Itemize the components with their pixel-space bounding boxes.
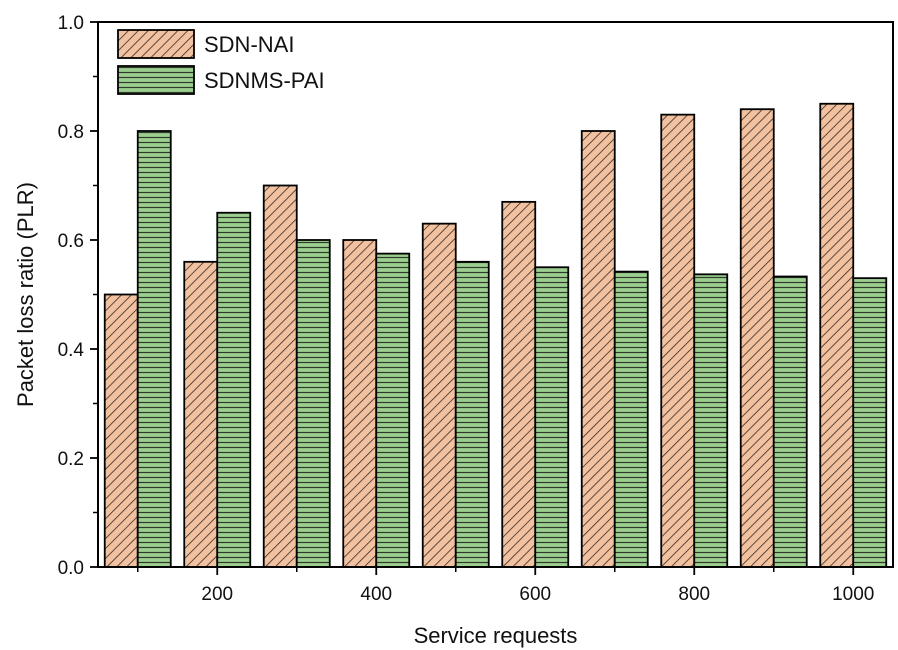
y-tick-label: 0.8 <box>58 122 84 143</box>
y-axis: 0.0 0.2 0.4 0.6 0.8 1.0 <box>58 13 98 579</box>
bars-group <box>103 102 888 568</box>
bar-sdn-nai-100 <box>103 293 139 568</box>
y-tick-label: 0.4 <box>58 340 85 361</box>
bar-sdn-nai-700 <box>580 130 616 568</box>
x-tick-label: 600 <box>519 584 551 605</box>
legend: SDN-NAI SDNMS-PAI <box>117 29 325 95</box>
x-axis-title: Service requests <box>414 623 578 648</box>
bar-sdn-nai-900 <box>739 108 775 568</box>
bar-sdn-nai-500 <box>421 222 457 568</box>
bar-sdnms-pai-800 <box>693 273 729 568</box>
bar-sdn-nai-800 <box>660 113 696 568</box>
x-tick-label: 800 <box>678 584 710 605</box>
legend-label-sdnms-pai: SDNMS-PAI <box>204 68 325 93</box>
bar-sdnms-pai-200 <box>216 211 252 568</box>
y-tick-label: 0.6 <box>58 231 84 252</box>
y-tick-label: 0.2 <box>58 449 84 470</box>
y-tick-label: 1.0 <box>58 13 84 34</box>
legend-swatch-sdnms-pai <box>117 65 195 95</box>
bar-sdnms-pai-500 <box>454 260 490 568</box>
bar-sdnms-pai-900 <box>772 275 808 568</box>
legend-swatch-sdn-nai <box>117 29 195 59</box>
legend-label-sdn-nai: SDN-NAI <box>204 32 294 57</box>
y-tick-label: 0.0 <box>58 558 84 579</box>
bar-sdn-nai-600 <box>501 200 537 568</box>
bar-sdnms-pai-600 <box>534 266 570 568</box>
bar-sdnms-pai-300 <box>295 239 331 568</box>
y-axis-title: Packet loss ratio (PLR) <box>13 182 38 407</box>
x-tick-label: 1000 <box>832 584 874 605</box>
bar-sdn-nai-200 <box>183 260 219 568</box>
x-axis: 200 400 600 800 1000 <box>137 567 874 605</box>
bar-sdn-nai-1000 <box>819 102 855 568</box>
bar-sdnms-pai-1000 <box>852 277 888 568</box>
x-tick-label: 200 <box>201 584 233 605</box>
bar-sdnms-pai-400 <box>375 252 411 568</box>
bar-sdnms-pai-100 <box>136 130 172 568</box>
bar-sdn-nai-300 <box>262 184 298 568</box>
x-tick-label: 400 <box>360 584 392 605</box>
bar-sdn-nai-400 <box>342 239 378 568</box>
bar-sdnms-pai-700 <box>613 270 649 568</box>
